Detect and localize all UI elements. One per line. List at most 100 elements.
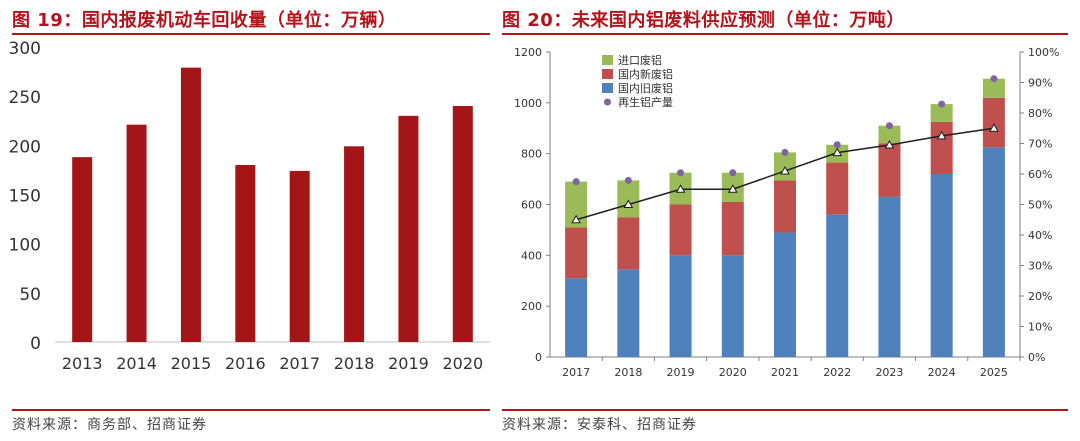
right-scatter-point bbox=[729, 169, 737, 177]
left-chart-panel: 图 19：国内报废机动车回收量（单位：万辆） 0 50 100 150 200 250 30… bbox=[9, 10, 490, 433]
right-bar-old-scrap bbox=[826, 214, 849, 357]
right-ratio-marker bbox=[989, 123, 999, 132]
left-y-tick-label: 200 bbox=[9, 137, 41, 157]
left-y-tick-label: 300 bbox=[9, 39, 41, 59]
right-bar-old-scrap bbox=[565, 278, 588, 357]
left-bar bbox=[452, 106, 473, 342]
right-x-tick-label: 2018 bbox=[614, 366, 642, 379]
left-x-tick-label: 2014 bbox=[116, 354, 157, 373]
right-y2-tick-label: 60% bbox=[1028, 168, 1052, 181]
right-y-tick-label: 600 bbox=[521, 199, 542, 212]
right-x-tick-label: 2023 bbox=[875, 366, 903, 379]
right-bar-import-scrap bbox=[617, 180, 640, 218]
right-scatter-point bbox=[781, 148, 789, 156]
right-bar-import-scrap bbox=[565, 181, 588, 228]
right-ratio-marker bbox=[675, 184, 686, 193]
legend-recycled-marker bbox=[604, 98, 611, 106]
left-chart-title: 图 19：国内报废机动车回收量（单位：万辆） bbox=[12, 10, 397, 31]
right-y2-tick-label: 30% bbox=[1028, 260, 1052, 273]
right-ratio-marker bbox=[623, 199, 634, 208]
right-scatter-point bbox=[885, 122, 893, 130]
right-y-tick-label: 0 bbox=[535, 351, 542, 364]
left-bar bbox=[72, 157, 93, 342]
right-bar-import-scrap bbox=[982, 78, 1005, 98]
legend-new-scrap-swatch bbox=[602, 69, 613, 79]
right-bar-old-scrap bbox=[669, 255, 692, 357]
left-x-tick-label: 2016 bbox=[225, 354, 266, 373]
right-x-tick-label: 2022 bbox=[823, 366, 851, 379]
legend-new-scrap-label: 国内新废铝 bbox=[618, 67, 673, 81]
left-y-tick-label: 50 bbox=[19, 285, 41, 305]
right-bar-new-scrap bbox=[721, 201, 744, 256]
right-x-tick-label: 2019 bbox=[667, 366, 695, 379]
right-y2-tick-label: 90% bbox=[1028, 77, 1052, 90]
legend-old-scrap-swatch bbox=[602, 83, 613, 93]
right-ratio-marker bbox=[727, 184, 738, 193]
right-bar-new-scrap bbox=[565, 227, 588, 279]
right-x-tick-label: 2017 bbox=[562, 366, 590, 379]
right-scatter-point bbox=[833, 141, 841, 149]
right-y2-tick-label: 20% bbox=[1028, 290, 1052, 303]
right-y2-tick-label: 80% bbox=[1028, 107, 1052, 120]
right-scatter-point bbox=[624, 176, 632, 184]
left-y-tick-label: 100 bbox=[9, 236, 41, 256]
left-bar bbox=[398, 115, 419, 342]
left-source-text: 资料来源：商务部、招商证券 bbox=[12, 417, 207, 433]
left-y-tick-label: 150 bbox=[9, 187, 41, 207]
right-y2-tick-label: 70% bbox=[1028, 138, 1052, 151]
right-bar-old-scrap bbox=[617, 269, 640, 357]
right-scatter-point bbox=[572, 178, 580, 186]
left-x-tick-label: 2019 bbox=[388, 354, 429, 373]
right-ratio-marker bbox=[884, 140, 895, 149]
right-scatter-point bbox=[990, 75, 998, 83]
right-y2-tick-label: 50% bbox=[1028, 199, 1052, 212]
right-y-tick-label: 1200 bbox=[514, 46, 542, 59]
left-title-rule bbox=[12, 33, 490, 35]
left-x-tick-label: 2018 bbox=[334, 354, 375, 373]
left-bar bbox=[344, 146, 365, 342]
right-ratio-marker bbox=[832, 147, 843, 157]
right-bar-old-scrap bbox=[878, 196, 901, 357]
right-scatter-point bbox=[938, 100, 946, 108]
legend-import-scrap-swatch bbox=[602, 55, 613, 65]
right-bar-old-scrap bbox=[721, 255, 744, 357]
right-bar-new-scrap bbox=[774, 180, 796, 233]
right-scatter-point bbox=[677, 169, 685, 177]
legend-import-scrap-label: 进口废铝 bbox=[618, 53, 662, 67]
right-y-tick-label: 200 bbox=[521, 300, 542, 313]
right-bar-old-scrap bbox=[774, 232, 796, 357]
right-bar-new-scrap bbox=[617, 217, 640, 270]
right-ratio-marker bbox=[936, 130, 947, 140]
left-bar bbox=[126, 124, 147, 342]
right-ratio-marker bbox=[571, 214, 581, 224]
right-bar-import-scrap bbox=[878, 125, 901, 144]
right-bar-import-scrap bbox=[930, 104, 953, 122]
right-y2-tick-label: 40% bbox=[1028, 229, 1052, 242]
right-x-tick-label: 2024 bbox=[928, 366, 956, 379]
right-bar-new-scrap bbox=[878, 143, 901, 197]
left-y-tick-label: 0 bbox=[30, 334, 41, 354]
right-bar-new-scrap bbox=[982, 97, 1005, 148]
left-x-tick-label: 2020 bbox=[442, 354, 483, 373]
right-y2-tick-label: 100% bbox=[1028, 46, 1059, 59]
right-bar-new-scrap bbox=[930, 121, 953, 174]
legend-recycled-label: 再生铝产量 bbox=[618, 95, 673, 109]
left-y-tick-label: 250 bbox=[9, 88, 41, 108]
right-stacked-chart: 0 200 400 600 800 1000 1200 0% 10% 20% 30% 40% 50% 60… bbox=[514, 46, 1059, 379]
right-bar-old-scrap bbox=[930, 174, 953, 357]
left-source-rule bbox=[12, 409, 490, 411]
right-bar-new-scrap bbox=[669, 204, 692, 256]
left-bar bbox=[289, 170, 310, 342]
right-title-rule bbox=[502, 33, 1068, 35]
right-y-tick-label: 800 bbox=[521, 148, 542, 161]
right-source-text: 资料来源：安泰科、招商证券 bbox=[502, 417, 697, 433]
left-x-tick-label: 2017 bbox=[279, 354, 320, 373]
left-bar bbox=[180, 67, 201, 343]
left-bar-chart: 0 50 100 150 200 250 300 2013 2014 2015 2016 2017 20… bbox=[9, 39, 490, 373]
left-x-tick-label: 2013 bbox=[62, 354, 103, 373]
right-ratio-marker bbox=[780, 165, 790, 175]
right-bar-old-scrap bbox=[982, 147, 1005, 357]
right-x-tick-label: 2021 bbox=[771, 366, 799, 379]
right-y-tick-label: 1000 bbox=[514, 97, 542, 110]
legend-old-scrap-label: 国内旧废铝 bbox=[618, 81, 673, 95]
